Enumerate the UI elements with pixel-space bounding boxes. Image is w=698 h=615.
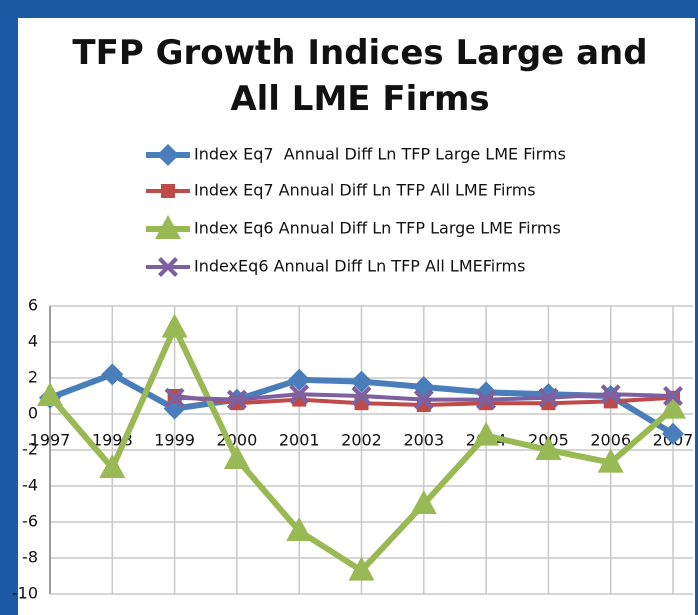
marker — [662, 422, 684, 445]
marker — [286, 517, 313, 541]
x-tick-label: 2001 — [279, 431, 320, 450]
marker — [288, 368, 311, 391]
legend-item: IndexEq6 Annual Diff Ln TFP All LMEFirms — [146, 257, 525, 277]
marker — [161, 313, 188, 338]
legend-marker — [158, 257, 178, 277]
y-tick-label: 4 — [28, 332, 38, 351]
legend-label: Index Eq7 Annual Diff Ln TFP Large LME F… — [194, 145, 566, 164]
marker — [164, 387, 185, 408]
marker — [413, 389, 434, 410]
y-tick-label: -4 — [22, 476, 38, 495]
y-tick-label: -2 — [22, 440, 38, 459]
chart-title: TFP Growth Indices Large and All LME Fir… — [72, 33, 648, 119]
marker — [538, 387, 559, 408]
legend-marker — [157, 144, 179, 166]
marker — [600, 384, 621, 405]
x-tick-label: 2003 — [403, 431, 444, 450]
marker — [351, 386, 372, 406]
legend-item: Index Eq7 Annual Diff Ln TFP All LME Fir… — [146, 181, 536, 200]
marker — [226, 389, 247, 410]
legend-marker — [155, 215, 181, 239]
marker — [350, 370, 373, 393]
marker — [597, 448, 624, 473]
marker — [410, 490, 437, 514]
y-tick-label: 0 — [28, 404, 38, 423]
y-tick-label: -10 — [12, 584, 38, 603]
x-tick-label: 1997 — [30, 431, 71, 450]
legend-marker — [161, 184, 175, 198]
marker — [289, 384, 310, 405]
x-tick-label: 2002 — [341, 431, 382, 450]
marker — [473, 421, 500, 446]
marker — [663, 386, 683, 406]
legend-item: Index Eq7 Annual Diff Ln TFP Large LME F… — [146, 144, 566, 166]
panel — [18, 18, 695, 615]
marker — [348, 556, 375, 581]
y-tick-label: 6 — [28, 296, 38, 315]
y-tick-label: -6 — [22, 512, 38, 531]
marker — [99, 454, 126, 478]
marker — [660, 394, 686, 419]
marker — [223, 445, 250, 469]
y-tick-label: 2 — [28, 368, 38, 387]
marker — [37, 382, 63, 406]
legend-label: IndexEq6 Annual Diff Ln TFP All LMEFirms — [194, 257, 525, 276]
marker — [476, 389, 497, 410]
legend-label: Index Eq6 Annual Diff Ln TFP Large LME F… — [194, 219, 561, 238]
x-tick-label: 1999 — [154, 431, 195, 450]
legend-item: Index Eq6 Annual Diff Ln TFP Large LME F… — [146, 215, 561, 239]
legend-label: Index Eq7 Annual Diff Ln TFP All LME Fir… — [194, 181, 536, 200]
y-tick-label: -8 — [22, 548, 38, 567]
x-tick-label: 2006 — [590, 431, 631, 450]
marker — [101, 363, 124, 386]
marker — [535, 436, 562, 460]
